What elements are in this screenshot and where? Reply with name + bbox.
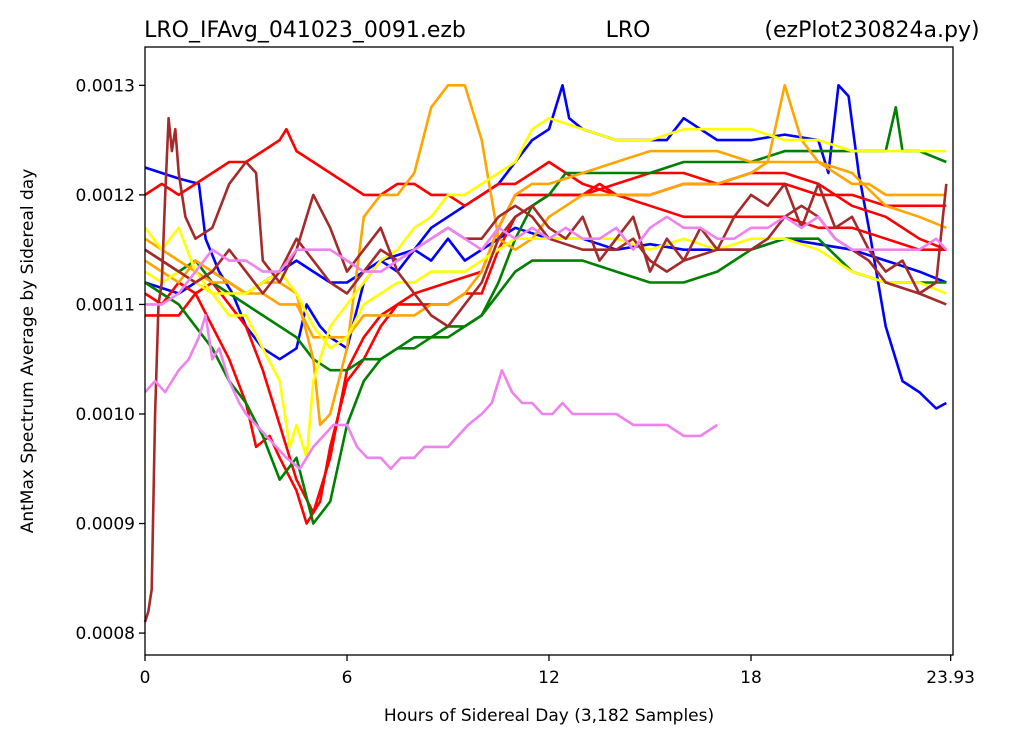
y-tick-label-3: 0.0010 xyxy=(76,405,135,425)
x-tick-label-2: 6 xyxy=(342,668,353,688)
y-tick-label-4: 0.0011 xyxy=(76,295,135,315)
series-line-10 xyxy=(143,116,947,460)
series-line-14 xyxy=(144,314,719,471)
series-line-12 xyxy=(143,116,948,623)
x-axis-label: Hours of Sidereal Day (3,182 Samples) xyxy=(384,706,714,726)
y-axis-label: AntMax Spectrum Average by Sidereal day xyxy=(18,169,38,534)
x-tick-label-3: 12 xyxy=(538,668,560,688)
y-tick-label-5: 0.0012 xyxy=(76,186,135,206)
y-axis: 0.0008 0.0009 0.0010 0.0011 0.0012 0.0013 xyxy=(76,76,145,644)
series-layer xyxy=(143,84,948,623)
x-axis: 0 6 12 18 23.93 xyxy=(140,655,975,688)
series-line-7 xyxy=(144,237,947,372)
x-tick-label-5: 23.93 xyxy=(926,668,975,688)
x-tick-label-1: 0 xyxy=(140,668,151,688)
chart-title-left: LRO_IFAvg_041023_0091.ezb xyxy=(144,18,466,43)
y-tick-label-6: 0.0013 xyxy=(76,76,135,96)
chart-title-right: (ezPlot230824a.py) xyxy=(764,18,979,43)
chart-title-center: LRO xyxy=(606,18,651,43)
y-tick-label-1: 0.0008 xyxy=(76,624,135,644)
series-line-11 xyxy=(144,237,947,350)
series-line-15 xyxy=(145,215,948,306)
y-tick-label-2: 0.0009 xyxy=(76,515,135,535)
series-line-13 xyxy=(144,204,947,306)
x-tick-label-4: 18 xyxy=(740,668,762,688)
